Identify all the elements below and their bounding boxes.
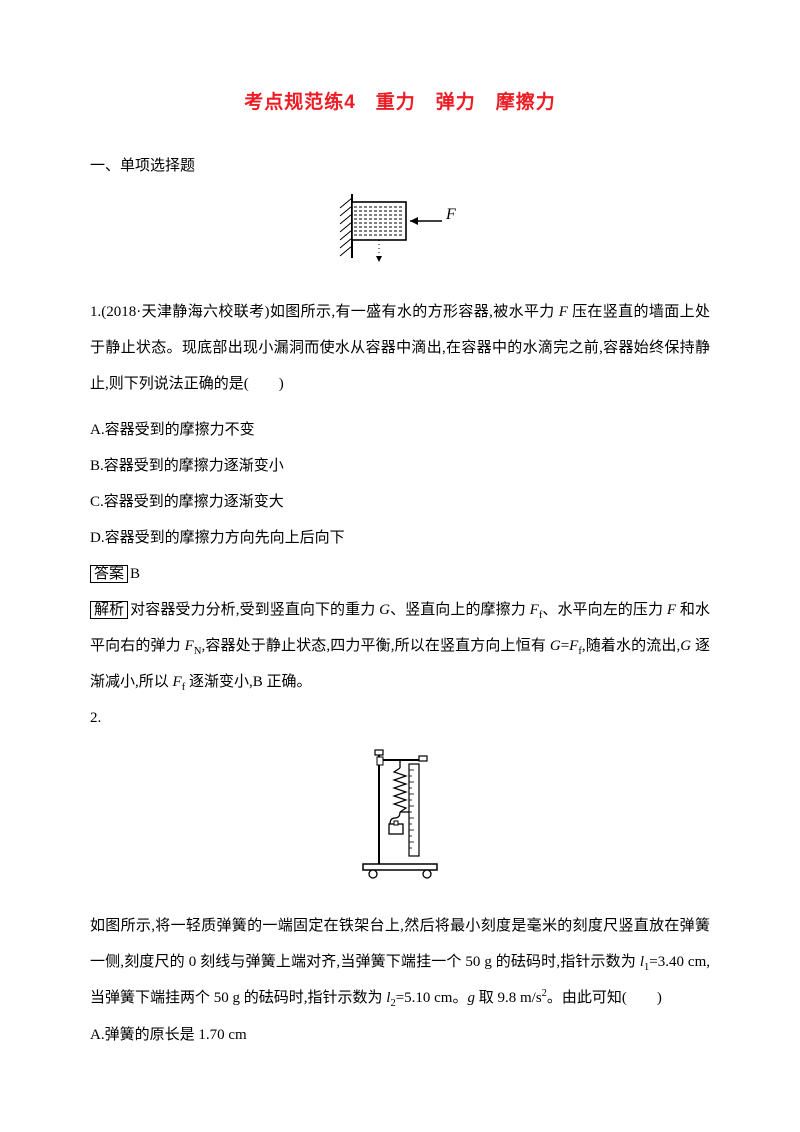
figure-2 <box>90 742 710 896</box>
exp-Ff: F <box>530 602 539 618</box>
g: g <box>467 990 475 1006</box>
q1-option-c: C.容器受到的摩擦力逐渐变大 <box>90 484 710 520</box>
q1-explanation: 解析对容器受力分析,受到竖直向下的重力 G、竖直向上的摩擦力 Ff、水平向左的压… <box>90 592 710 701</box>
exp-G: G <box>379 602 390 618</box>
answer-label: 答案 <box>90 565 128 583</box>
q2-option-a: A.弹簧的原长是 1.70 cm <box>90 1017 710 1053</box>
page-title: 考点规范练4 重力 弹力 摩擦力 <box>90 80 710 126</box>
q1-answer-line: 答案B <box>90 556 710 592</box>
gtxt: 取 9.8 m/s <box>475 990 542 1006</box>
exp-Ff2: F <box>173 674 182 690</box>
exp-f2: ,随着水的流出, <box>582 638 680 654</box>
exp-FN: F <box>185 638 194 654</box>
exp-h: 逐渐变小,B 正确。 <box>185 674 311 690</box>
section-heading: 一、单项选择题 <box>90 148 710 184</box>
exp-eqmid: = <box>561 638 569 654</box>
l2v: =5.10 cm。 <box>396 990 468 1006</box>
q2-number: 2. <box>90 700 710 736</box>
q1-option-d: D.容器受到的摩擦力方向先向上后向下 <box>90 520 710 556</box>
force-label: F <box>445 206 456 223</box>
exp-F: F <box>667 602 676 618</box>
exp-b: 、竖直向上的摩擦力 <box>390 602 530 618</box>
exp-c: 、水平向左的压力 <box>542 602 667 618</box>
exp-eq1: G <box>550 638 561 654</box>
exp-G2: G <box>680 638 691 654</box>
q1-number: 1. <box>90 304 101 320</box>
explain-label: 解析 <box>90 601 128 619</box>
figure-1: F <box>90 192 710 282</box>
q2-stem: 如图所示,将一轻质弹簧的一端固定在铁架台上,然后将最小刻度是毫米的刻度尺竖直放在… <box>90 908 710 1016</box>
q2-a: 如图所示,将一轻质弹簧的一端固定在铁架台上,然后将最小刻度是毫米的刻度尺竖直放在… <box>90 918 710 970</box>
q1-text-a: (2018·天津静海六校联考)如图所示,有一盛有水的方形容器,被水平力 <box>101 304 559 320</box>
q1-option-a: A.容器受到的摩擦力不变 <box>90 412 710 448</box>
q2-tail: 。由此可知( ) <box>547 990 662 1006</box>
q1-answer: B <box>130 566 140 582</box>
exp-a: 对容器受力分析,受到竖直向下的重力 <box>130 602 379 618</box>
exp-e: ,容器处于静止状态,四力平衡,所以在竖直方向上恒有 <box>201 638 549 654</box>
q1-F: F <box>559 304 568 320</box>
q1-stem: 1.(2018·天津静海六校联考)如图所示,有一盛有水的方形容器,被水平力 F … <box>90 294 710 402</box>
exp-eq2: F <box>569 638 578 654</box>
q1-option-b: B.容器受到的摩擦力逐渐变小 <box>90 448 710 484</box>
